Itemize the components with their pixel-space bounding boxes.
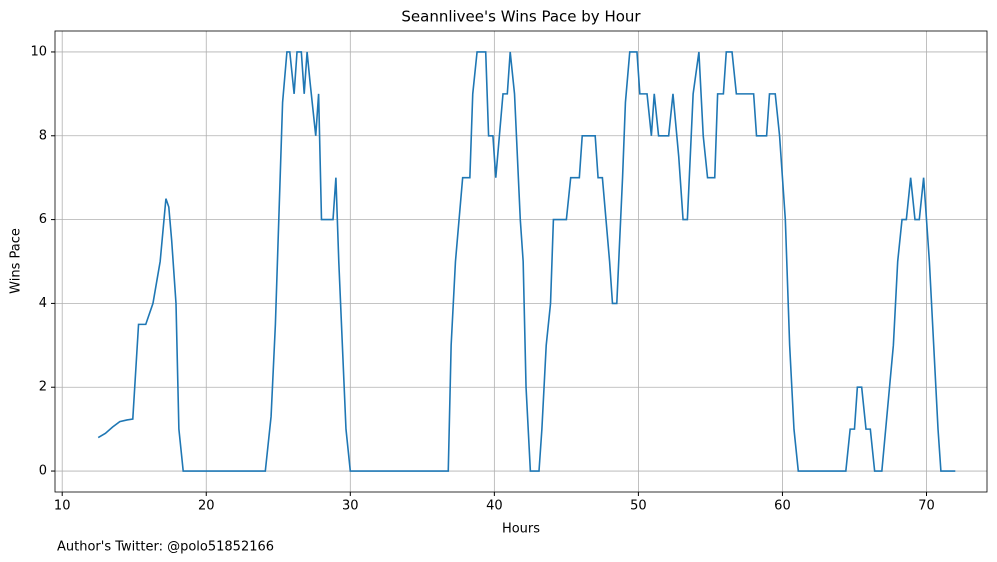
axes-frame xyxy=(54,30,988,493)
x-tick-label: 50 xyxy=(630,499,647,514)
y-axis-label: Wins Pace xyxy=(9,228,24,294)
y-tick-label: 10 xyxy=(30,44,47,59)
x-tick-label: 40 xyxy=(486,499,503,514)
x-tick-label: 10 xyxy=(54,499,71,514)
x-tick-label: 60 xyxy=(774,499,791,514)
x-axis-label: Hours xyxy=(502,522,540,537)
y-tick-label: 6 xyxy=(39,212,47,227)
y-tick-label: 8 xyxy=(39,128,47,143)
y-tick-label: 4 xyxy=(39,296,47,311)
y-tick-label: 0 xyxy=(39,464,47,479)
chart-title: Seannlivee's Wins Pace by Hour xyxy=(401,8,641,26)
x-tick-label: 20 xyxy=(198,499,215,514)
x-tick-label: 70 xyxy=(918,499,935,514)
plot-area: 10 20 30 40 50 60 70 0 2 4 6 8 10 xyxy=(30,31,987,514)
x-tick-label: 30 xyxy=(342,499,359,514)
footnote: Author's Twitter: @polo51852166 xyxy=(57,540,274,555)
y-tick-label: 2 xyxy=(39,380,47,395)
data-line xyxy=(97,51,956,472)
